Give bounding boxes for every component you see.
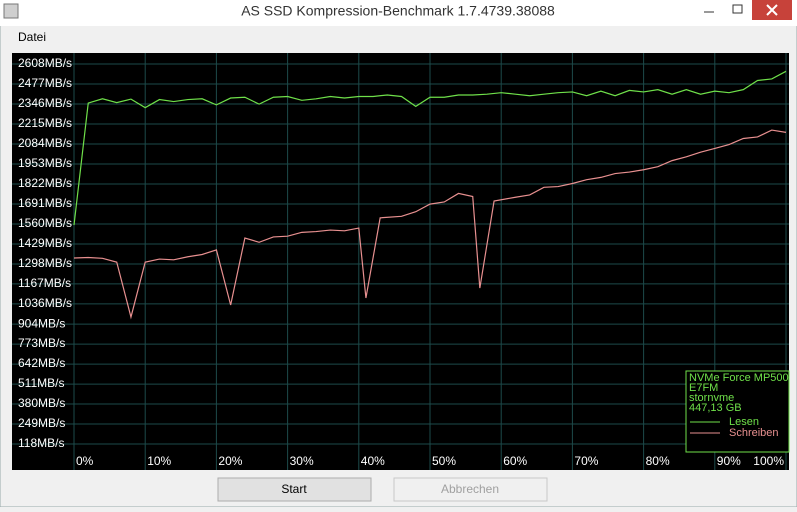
y-tick-label: 773MB/s [18, 336, 65, 350]
device-info: 447,13 GB [689, 402, 742, 414]
y-tick-label: 2608MB/s [18, 56, 72, 70]
start-button-label[interactable]: Start [281, 482, 307, 496]
x-tick-label: 0% [76, 454, 94, 468]
window-title: AS SSD Kompression-Benchmark 1.7.4739.38… [241, 3, 555, 19]
x-tick-label: 70% [574, 454, 598, 468]
device-info: stornvme [689, 392, 734, 404]
y-tick-label: 904MB/s [18, 316, 65, 330]
y-tick-label: 118MB/s [18, 436, 64, 450]
y-tick-label: 2346MB/s [18, 96, 72, 110]
device-info: E7FM [689, 382, 718, 394]
y-tick-label: 511MB/s [18, 376, 64, 390]
data-line [73, 70, 787, 226]
plot-area [12, 53, 789, 470]
maximize-button[interactable] [732, 4, 743, 14]
y-tick-label: 1560MB/s [18, 216, 72, 230]
y-tick-label: 249MB/s [18, 416, 65, 430]
y-tick-label: 2477MB/s [18, 76, 72, 90]
y-tick-label: 1167MB/s [18, 276, 71, 290]
app-icon [3, 3, 19, 19]
start-button[interactable] [217, 477, 372, 502]
y-tick-label: 1691MB/s [18, 196, 72, 210]
y-tick-label: 642MB/s [18, 356, 65, 370]
x-tick-label: 80% [646, 454, 670, 468]
x-tick-label: 30% [290, 454, 314, 468]
x-tick-label: 90% [717, 454, 741, 468]
device-info: NVMe Force MP500 [689, 372, 789, 384]
close-icon [766, 4, 778, 16]
legend-box [685, 370, 790, 453]
y-tick-label: 380MB/s [18, 396, 65, 410]
x-tick-label: 40% [361, 454, 385, 468]
y-tick-label: 1298MB/s [18, 256, 72, 270]
y-tick-label: 1822MB/s [18, 176, 72, 190]
menu-item[interactable]: Datei [18, 30, 46, 44]
legend-label: Lesen [729, 416, 759, 428]
cancel-button [393, 477, 548, 502]
x-tick-label: 50% [432, 454, 456, 468]
x-tick-label: 10% [147, 454, 171, 468]
cancel-button-label: Abbrechen [441, 482, 499, 496]
data-line [73, 129, 787, 320]
x-tick-label: 20% [218, 454, 242, 468]
legend-label: Schreiben [729, 427, 779, 439]
y-tick-label: 1036MB/s [18, 296, 72, 310]
y-tick-label: 2215MB/s [18, 116, 72, 130]
x-tick-label: 100% [753, 454, 784, 468]
y-tick-label: 2084MB/s [18, 136, 72, 150]
x-tick-label: 60% [503, 454, 527, 468]
y-tick-label: 1953MB/s [18, 156, 72, 170]
title-bar [0, 0, 797, 26]
y-tick-label: 1429MB/s [18, 236, 72, 250]
